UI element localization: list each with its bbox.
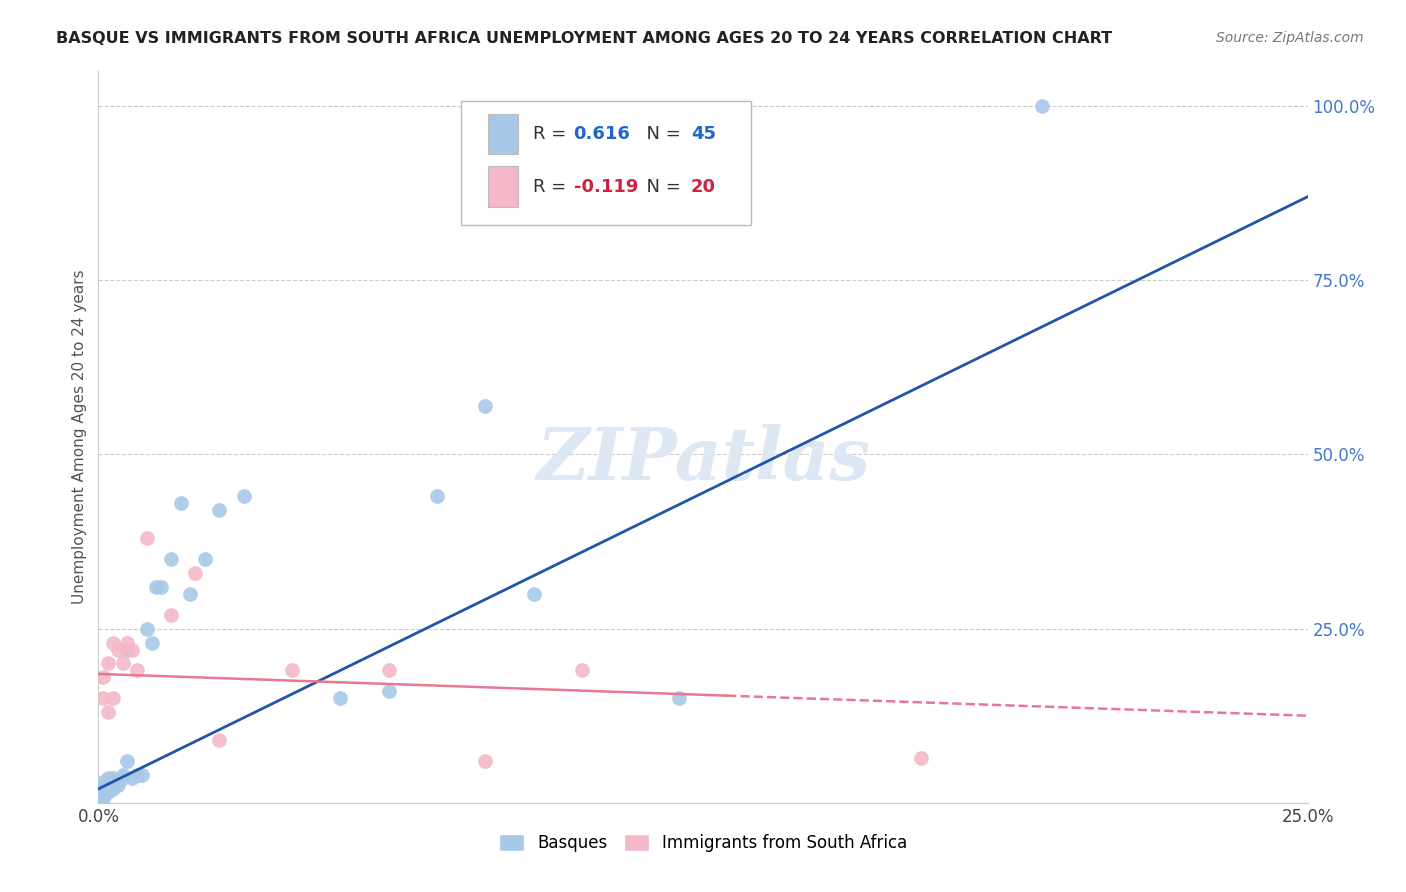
Point bbox=[117, 754, 139, 768]
Point bbox=[91, 780, 114, 795]
Point bbox=[107, 775, 129, 789]
Point bbox=[97, 785, 120, 799]
Text: BASQUE VS IMMIGRANTS FROM SOUTH AFRICA UNEMPLOYMENT AMONG AGES 20 TO 24 YEARS CO: BASQUE VS IMMIGRANTS FROM SOUTH AFRICA U… bbox=[56, 31, 1112, 46]
Point bbox=[150, 580, 173, 594]
Point bbox=[208, 503, 231, 517]
Point bbox=[97, 657, 120, 671]
Point bbox=[232, 489, 254, 503]
Point bbox=[179, 587, 201, 601]
Point bbox=[160, 607, 183, 622]
Point bbox=[127, 664, 149, 678]
Point bbox=[91, 788, 114, 802]
Legend: Basques, Immigrants from South Africa: Basques, Immigrants from South Africa bbox=[491, 825, 915, 860]
Point bbox=[281, 664, 304, 678]
Point bbox=[91, 778, 114, 792]
Point bbox=[91, 790, 114, 805]
Point bbox=[91, 670, 114, 684]
Text: 0.616: 0.616 bbox=[574, 125, 630, 143]
Point bbox=[91, 785, 114, 799]
FancyBboxPatch shape bbox=[488, 167, 517, 207]
Point bbox=[571, 664, 593, 678]
Point bbox=[101, 635, 124, 649]
Point bbox=[377, 684, 399, 698]
Point bbox=[121, 772, 143, 786]
Point bbox=[184, 566, 207, 580]
Text: N =: N = bbox=[636, 125, 686, 143]
Point bbox=[97, 775, 120, 789]
Text: R =: R = bbox=[533, 178, 571, 195]
Point bbox=[141, 635, 163, 649]
Text: N =: N = bbox=[636, 178, 686, 195]
Point bbox=[111, 657, 134, 671]
Point bbox=[145, 580, 167, 594]
Point bbox=[117, 642, 139, 657]
Point bbox=[101, 775, 124, 789]
Point bbox=[474, 399, 496, 413]
Point bbox=[101, 778, 124, 792]
Point bbox=[169, 496, 191, 510]
Point bbox=[523, 587, 546, 601]
Point bbox=[426, 489, 449, 503]
Point bbox=[91, 783, 114, 797]
Point bbox=[111, 768, 134, 782]
Point bbox=[208, 733, 231, 747]
Point bbox=[91, 789, 114, 803]
Point bbox=[91, 781, 114, 796]
Text: R =: R = bbox=[533, 125, 571, 143]
Point bbox=[127, 768, 149, 782]
Point bbox=[101, 772, 124, 786]
Text: 45: 45 bbox=[690, 125, 716, 143]
Y-axis label: Unemployment Among Ages 20 to 24 years: Unemployment Among Ages 20 to 24 years bbox=[72, 269, 87, 605]
Point bbox=[329, 691, 352, 706]
Point bbox=[474, 754, 496, 768]
Point bbox=[377, 664, 399, 678]
Point bbox=[668, 691, 690, 706]
FancyBboxPatch shape bbox=[488, 114, 517, 154]
Point bbox=[97, 705, 120, 719]
Point bbox=[135, 531, 157, 545]
Text: 20: 20 bbox=[690, 178, 716, 195]
Point bbox=[97, 781, 120, 796]
Point bbox=[101, 691, 124, 706]
Point bbox=[117, 635, 139, 649]
Point bbox=[97, 778, 120, 792]
Point bbox=[91, 691, 114, 706]
Text: ZIPatlas: ZIPatlas bbox=[536, 424, 870, 494]
Point bbox=[107, 642, 129, 657]
Point bbox=[97, 772, 120, 786]
Point bbox=[194, 552, 217, 566]
Point bbox=[91, 775, 114, 789]
Point bbox=[91, 792, 114, 806]
Point bbox=[1031, 99, 1053, 113]
Text: -0.119: -0.119 bbox=[574, 178, 638, 195]
Point bbox=[101, 781, 124, 796]
Point bbox=[160, 552, 183, 566]
Point bbox=[135, 622, 157, 636]
Point bbox=[107, 778, 129, 792]
Point bbox=[910, 750, 932, 764]
FancyBboxPatch shape bbox=[461, 101, 751, 225]
Point bbox=[111, 772, 134, 786]
Point bbox=[131, 768, 153, 782]
Point bbox=[121, 642, 143, 657]
Text: Source: ZipAtlas.com: Source: ZipAtlas.com bbox=[1216, 31, 1364, 45]
